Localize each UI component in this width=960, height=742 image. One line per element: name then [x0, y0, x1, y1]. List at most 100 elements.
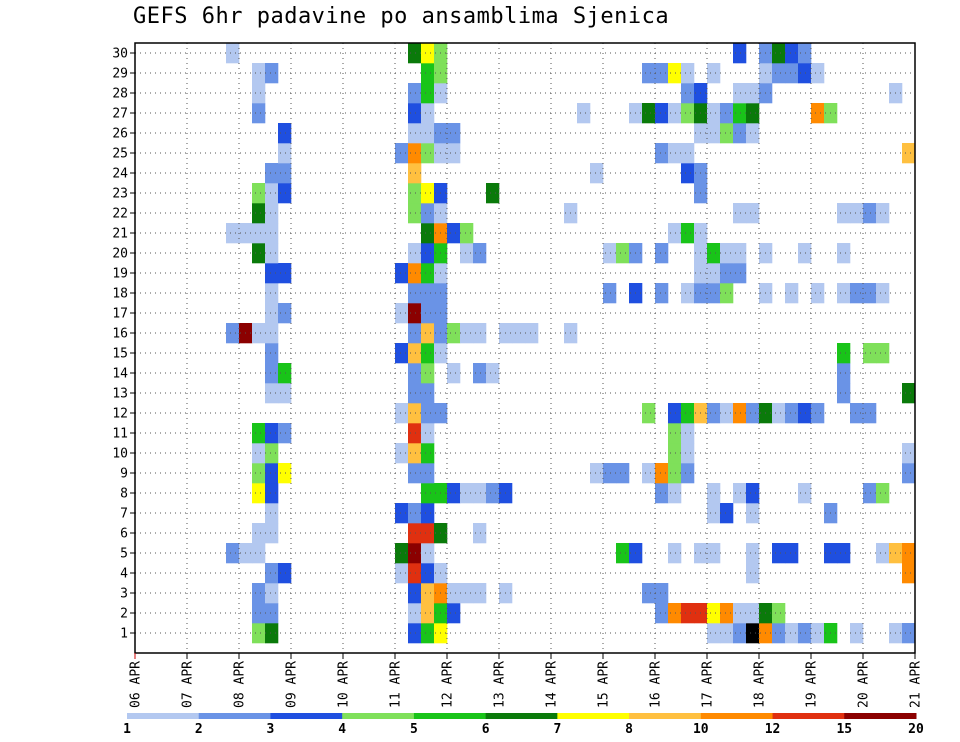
- heatmap-cell: [421, 363, 435, 384]
- heatmap-cell: [408, 343, 422, 364]
- heatmap-cell: [408, 43, 422, 64]
- heatmap-cell: [447, 483, 461, 504]
- heatmap-cell: [798, 483, 812, 504]
- heatmap-cell: [395, 443, 409, 464]
- y-tick-label: 28: [112, 87, 128, 102]
- heatmap-cell: [603, 283, 617, 304]
- heatmap-cell: [512, 323, 526, 344]
- heatmap-cell: [408, 603, 422, 624]
- heatmap-cell: [460, 323, 474, 344]
- heatmap-cell: [681, 283, 695, 304]
- heatmap-cell: [746, 623, 760, 644]
- heatmap-cell: [265, 63, 279, 84]
- heatmap-cell: [707, 403, 721, 424]
- y-tick-label: 3: [120, 587, 128, 602]
- y-tick-label: 6: [120, 527, 128, 542]
- y-tick-label: 7: [120, 507, 128, 522]
- heatmap-cell: [265, 503, 279, 524]
- heatmap-cell: [837, 543, 851, 564]
- heatmap-cell: [395, 543, 409, 564]
- y-tick-label: 10: [112, 447, 128, 462]
- heatmap-cell: [876, 343, 890, 364]
- heatmap-cell: [668, 143, 682, 164]
- heatmap-cell: [252, 243, 266, 264]
- heatmap-cell: [798, 63, 812, 84]
- heatmap-cell: [863, 403, 877, 424]
- heatmap-cell: [408, 383, 422, 404]
- heatmap-cell: [772, 543, 786, 564]
- heatmap-cell: [252, 183, 266, 204]
- x-tick-label: 13 APR: [493, 661, 508, 708]
- heatmap-cell: [785, 403, 799, 424]
- heatmap-cell: [616, 463, 630, 484]
- heatmap-cell: [421, 583, 435, 604]
- chart-title: GEFS 6hr padavine po ansamblima Sjenica: [133, 4, 670, 29]
- y-tick-label: 23: [112, 187, 128, 202]
- heatmap-cell: [421, 623, 435, 644]
- x-tick-label: 19 APR: [805, 661, 820, 708]
- heatmap-cell: [421, 183, 435, 204]
- heatmap-cell: [655, 243, 669, 264]
- y-tick-label: 19: [112, 267, 128, 282]
- heatmap-cell: [447, 583, 461, 604]
- heatmap-cell: [278, 123, 292, 144]
- colorbar-swatch: [127, 713, 200, 719]
- heatmap-cell: [265, 443, 279, 464]
- heatmap-cell: [408, 563, 422, 584]
- heatmap-cell: [772, 403, 786, 424]
- x-tick-label: 06 APR: [129, 661, 144, 708]
- x-tick-label: 17 APR: [701, 661, 716, 708]
- y-tick-label: 11: [112, 427, 128, 442]
- heatmap-cell: [421, 223, 435, 244]
- heatmap-cell: [707, 63, 721, 84]
- heatmap-cell: [655, 283, 669, 304]
- heatmap-cell: [850, 203, 864, 224]
- heatmap-cell: [408, 303, 422, 324]
- y-tick-label: 9: [120, 467, 128, 482]
- heatmap-cell: [265, 343, 279, 364]
- heatmap-cell: [655, 463, 669, 484]
- heatmap-cell: [408, 103, 422, 124]
- heatmap-cell: [772, 603, 786, 624]
- heatmap-cell: [590, 463, 604, 484]
- heatmap-cell: [486, 183, 500, 204]
- heatmap-cell: [408, 363, 422, 384]
- heatmap-cell: [265, 183, 279, 204]
- heatmap-cell: [850, 623, 864, 644]
- heatmap-cell: [837, 363, 851, 384]
- heatmap-cell: [798, 403, 812, 424]
- heatmap-cell: [902, 623, 916, 644]
- colorbar-swatch: [342, 713, 415, 719]
- heatmap-cell: [252, 623, 266, 644]
- y-tick-label: 22: [112, 207, 128, 222]
- heatmap-cell: [707, 603, 721, 624]
- grid-layer: [135, 43, 915, 653]
- heatmap-cell: [642, 463, 656, 484]
- heatmap-cell: [746, 83, 760, 104]
- heatmap-cell: [707, 103, 721, 124]
- heatmap-cell: [681, 463, 695, 484]
- heatmap-cell: [863, 343, 877, 364]
- heatmap-cell: [876, 203, 890, 224]
- heatmap-cell: [681, 403, 695, 424]
- heatmap-cell: [395, 263, 409, 284]
- heatmap-cell: [265, 603, 279, 624]
- heatmap-cell: [265, 463, 279, 484]
- heatmap-cell: [733, 43, 747, 64]
- heatmap-cell: [707, 243, 721, 264]
- heatmap-cell: [850, 283, 864, 304]
- heatmap-cell: [252, 523, 266, 544]
- plot-frame: [134, 42, 916, 654]
- x-tick-label: 21 APR: [909, 661, 924, 708]
- heatmap-cell: [486, 483, 500, 504]
- heatmap-cell: [707, 503, 721, 524]
- y-tick-label: 24: [112, 167, 128, 182]
- heatmap-cell: [265, 243, 279, 264]
- heatmap-cell: [733, 203, 747, 224]
- heatmap-cell: [265, 263, 279, 284]
- heatmap-cell: [746, 203, 760, 224]
- heatmap-cell: [902, 143, 916, 164]
- heatmap-cell: [863, 203, 877, 224]
- heatmap-cell: [837, 383, 851, 404]
